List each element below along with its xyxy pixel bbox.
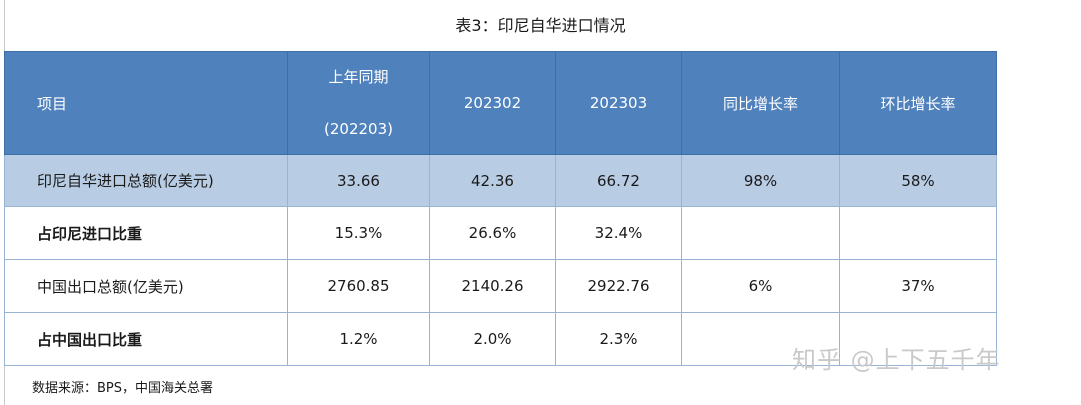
table-cell: 98% bbox=[681, 154, 840, 207]
header-mom: 环比增长率 bbox=[839, 51, 997, 155]
row-label: 占印尼进口比重 bbox=[4, 206, 288, 260]
table-cell: 2.3% bbox=[555, 312, 682, 366]
header-202303: 202303 bbox=[555, 51, 682, 155]
table-row: 印尼自华进口总额(亿美元) 33.66 42.36 66.72 98% 58% bbox=[4, 154, 997, 207]
table-cell: 2.0% bbox=[429, 312, 556, 366]
table-cell: 15.3% bbox=[287, 206, 430, 260]
header-item: 项目 bbox=[4, 51, 288, 155]
table-cell bbox=[681, 312, 840, 366]
table-cell: 2760.85 bbox=[287, 259, 430, 313]
header-prior-year-label: 上年同期 bbox=[328, 68, 389, 86]
table-cell: 2140.26 bbox=[429, 259, 556, 313]
table-cell bbox=[681, 206, 840, 260]
source-note: 数据来源：BPS，中国海关总署 bbox=[32, 381, 214, 396]
table-title: 表3：印尼自华进口情况 bbox=[455, 16, 626, 35]
table-cell: 42.36 bbox=[429, 154, 556, 207]
table-cell bbox=[839, 312, 997, 366]
table-cell: 32.4% bbox=[555, 206, 682, 260]
table-cell: 26.6% bbox=[429, 206, 556, 260]
table-row: 占中国出口比重 1.2% 2.0% 2.3% bbox=[4, 312, 997, 366]
header-prior-year-period: (202203) bbox=[324, 120, 393, 138]
table-row: 占印尼进口比重 15.3% 26.6% 32.4% bbox=[4, 206, 997, 260]
table-row: 中国出口总额(亿美元) 2760.85 2140.26 2922.76 6% 3… bbox=[4, 259, 997, 313]
table-cell: 58% bbox=[839, 154, 997, 207]
row-label: 中国出口总额(亿美元) bbox=[4, 259, 288, 313]
table-cell: 37% bbox=[839, 259, 997, 313]
row-label: 印尼自华进口总额(亿美元) bbox=[4, 154, 288, 207]
table-cell: 2922.76 bbox=[555, 259, 682, 313]
header-yoy: 同比增长率 bbox=[681, 51, 840, 155]
table-cell: 6% bbox=[681, 259, 840, 313]
row-label: 占中国出口比重 bbox=[4, 312, 288, 366]
table-cell: 33.66 bbox=[287, 154, 430, 207]
import-table: 项目 上年同期 (202203) 202302 202303 同比增长率 环比增… bbox=[4, 51, 997, 366]
header-202302: 202302 bbox=[429, 51, 556, 155]
watermark: 知乎 @上下五千年 bbox=[792, 346, 1001, 374]
table-cell: 66.72 bbox=[555, 154, 682, 207]
header-row: 项目 上年同期 (202203) 202302 202303 同比增长率 环比增… bbox=[4, 51, 997, 155]
table-cell bbox=[839, 206, 997, 260]
table-cell: 1.2% bbox=[287, 312, 430, 366]
header-prior-year: 上年同期 (202203) bbox=[287, 51, 430, 155]
